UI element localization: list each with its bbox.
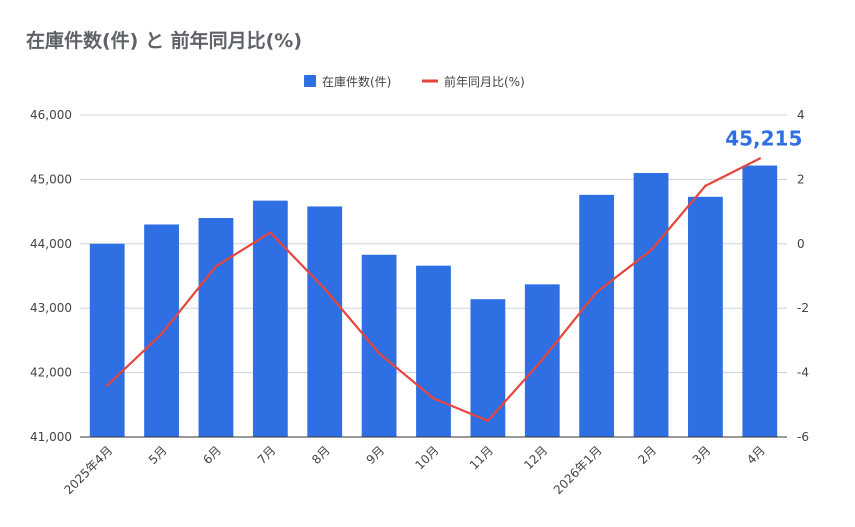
x-tick-label: 6月 — [200, 443, 224, 467]
y-left-tick-label: 44,000 — [30, 237, 72, 251]
bar — [416, 265, 451, 437]
y-right-tick-label: -6 — [797, 430, 809, 444]
line-point — [214, 265, 218, 268]
x-tick-label: 2月 — [635, 443, 659, 467]
legend-bar-swatch — [304, 75, 316, 87]
y-left-tick-label: 45,000 — [30, 172, 72, 186]
x-tick-label: 8月 — [309, 443, 333, 467]
y-right-tick-label: -2 — [797, 301, 809, 315]
legend-bar-label: 在庫件数(件) — [322, 74, 391, 89]
bar — [579, 194, 615, 437]
line-point — [160, 332, 163, 336]
line-point — [377, 352, 381, 355]
x-tick-label: 2026年1月 — [551, 443, 605, 497]
bar — [470, 299, 506, 437]
x-tick-label: 2025年4月 — [61, 443, 115, 497]
chart-title: 在庫件数(件) と 前年同月比(%) — [26, 30, 303, 52]
bar — [89, 243, 125, 437]
line-point — [595, 290, 598, 294]
x-tick-label: 11月 — [467, 443, 496, 472]
line-point — [486, 419, 490, 423]
line-point — [269, 231, 272, 234]
x-tick-label: 7月 — [255, 443, 279, 467]
x-tick-label: 3月 — [690, 443, 714, 467]
x-tick-label: 12月 — [521, 443, 550, 472]
y-right-tick-label: -4 — [797, 366, 809, 380]
bar — [742, 165, 778, 437]
bar — [198, 218, 234, 437]
y-left-tick-label: 41,000 — [30, 430, 72, 444]
y-right-tick-label: 2 — [797, 172, 805, 186]
bar — [252, 200, 288, 437]
bar — [307, 206, 343, 437]
y-right-tick-label: 0 — [797, 237, 805, 251]
bar — [688, 196, 723, 437]
line-point — [704, 184, 707, 188]
x-tick-label: 9月 — [363, 443, 387, 467]
x-tick-label: 4月 — [744, 443, 768, 467]
y-left-tick-label: 42,000 — [30, 366, 72, 380]
y-left-tick-label: 46,000 — [30, 108, 72, 122]
line-point — [541, 358, 544, 361]
line-point — [105, 384, 109, 387]
y-right-tick-label: 4 — [797, 108, 805, 122]
x-tick-label: 5月 — [146, 443, 170, 467]
line-point — [758, 157, 762, 160]
bar — [144, 224, 179, 437]
line-point — [432, 397, 435, 400]
x-tick-label: 10月 — [412, 443, 441, 472]
legend-line-label: 前年同月比(%) — [444, 74, 525, 89]
bar — [633, 172, 669, 437]
annotation-label: 45,215 — [725, 127, 802, 151]
bar — [361, 254, 397, 437]
y-left-tick-label: 43,000 — [30, 301, 72, 315]
line-point — [323, 287, 326, 291]
line-point — [649, 249, 653, 252]
